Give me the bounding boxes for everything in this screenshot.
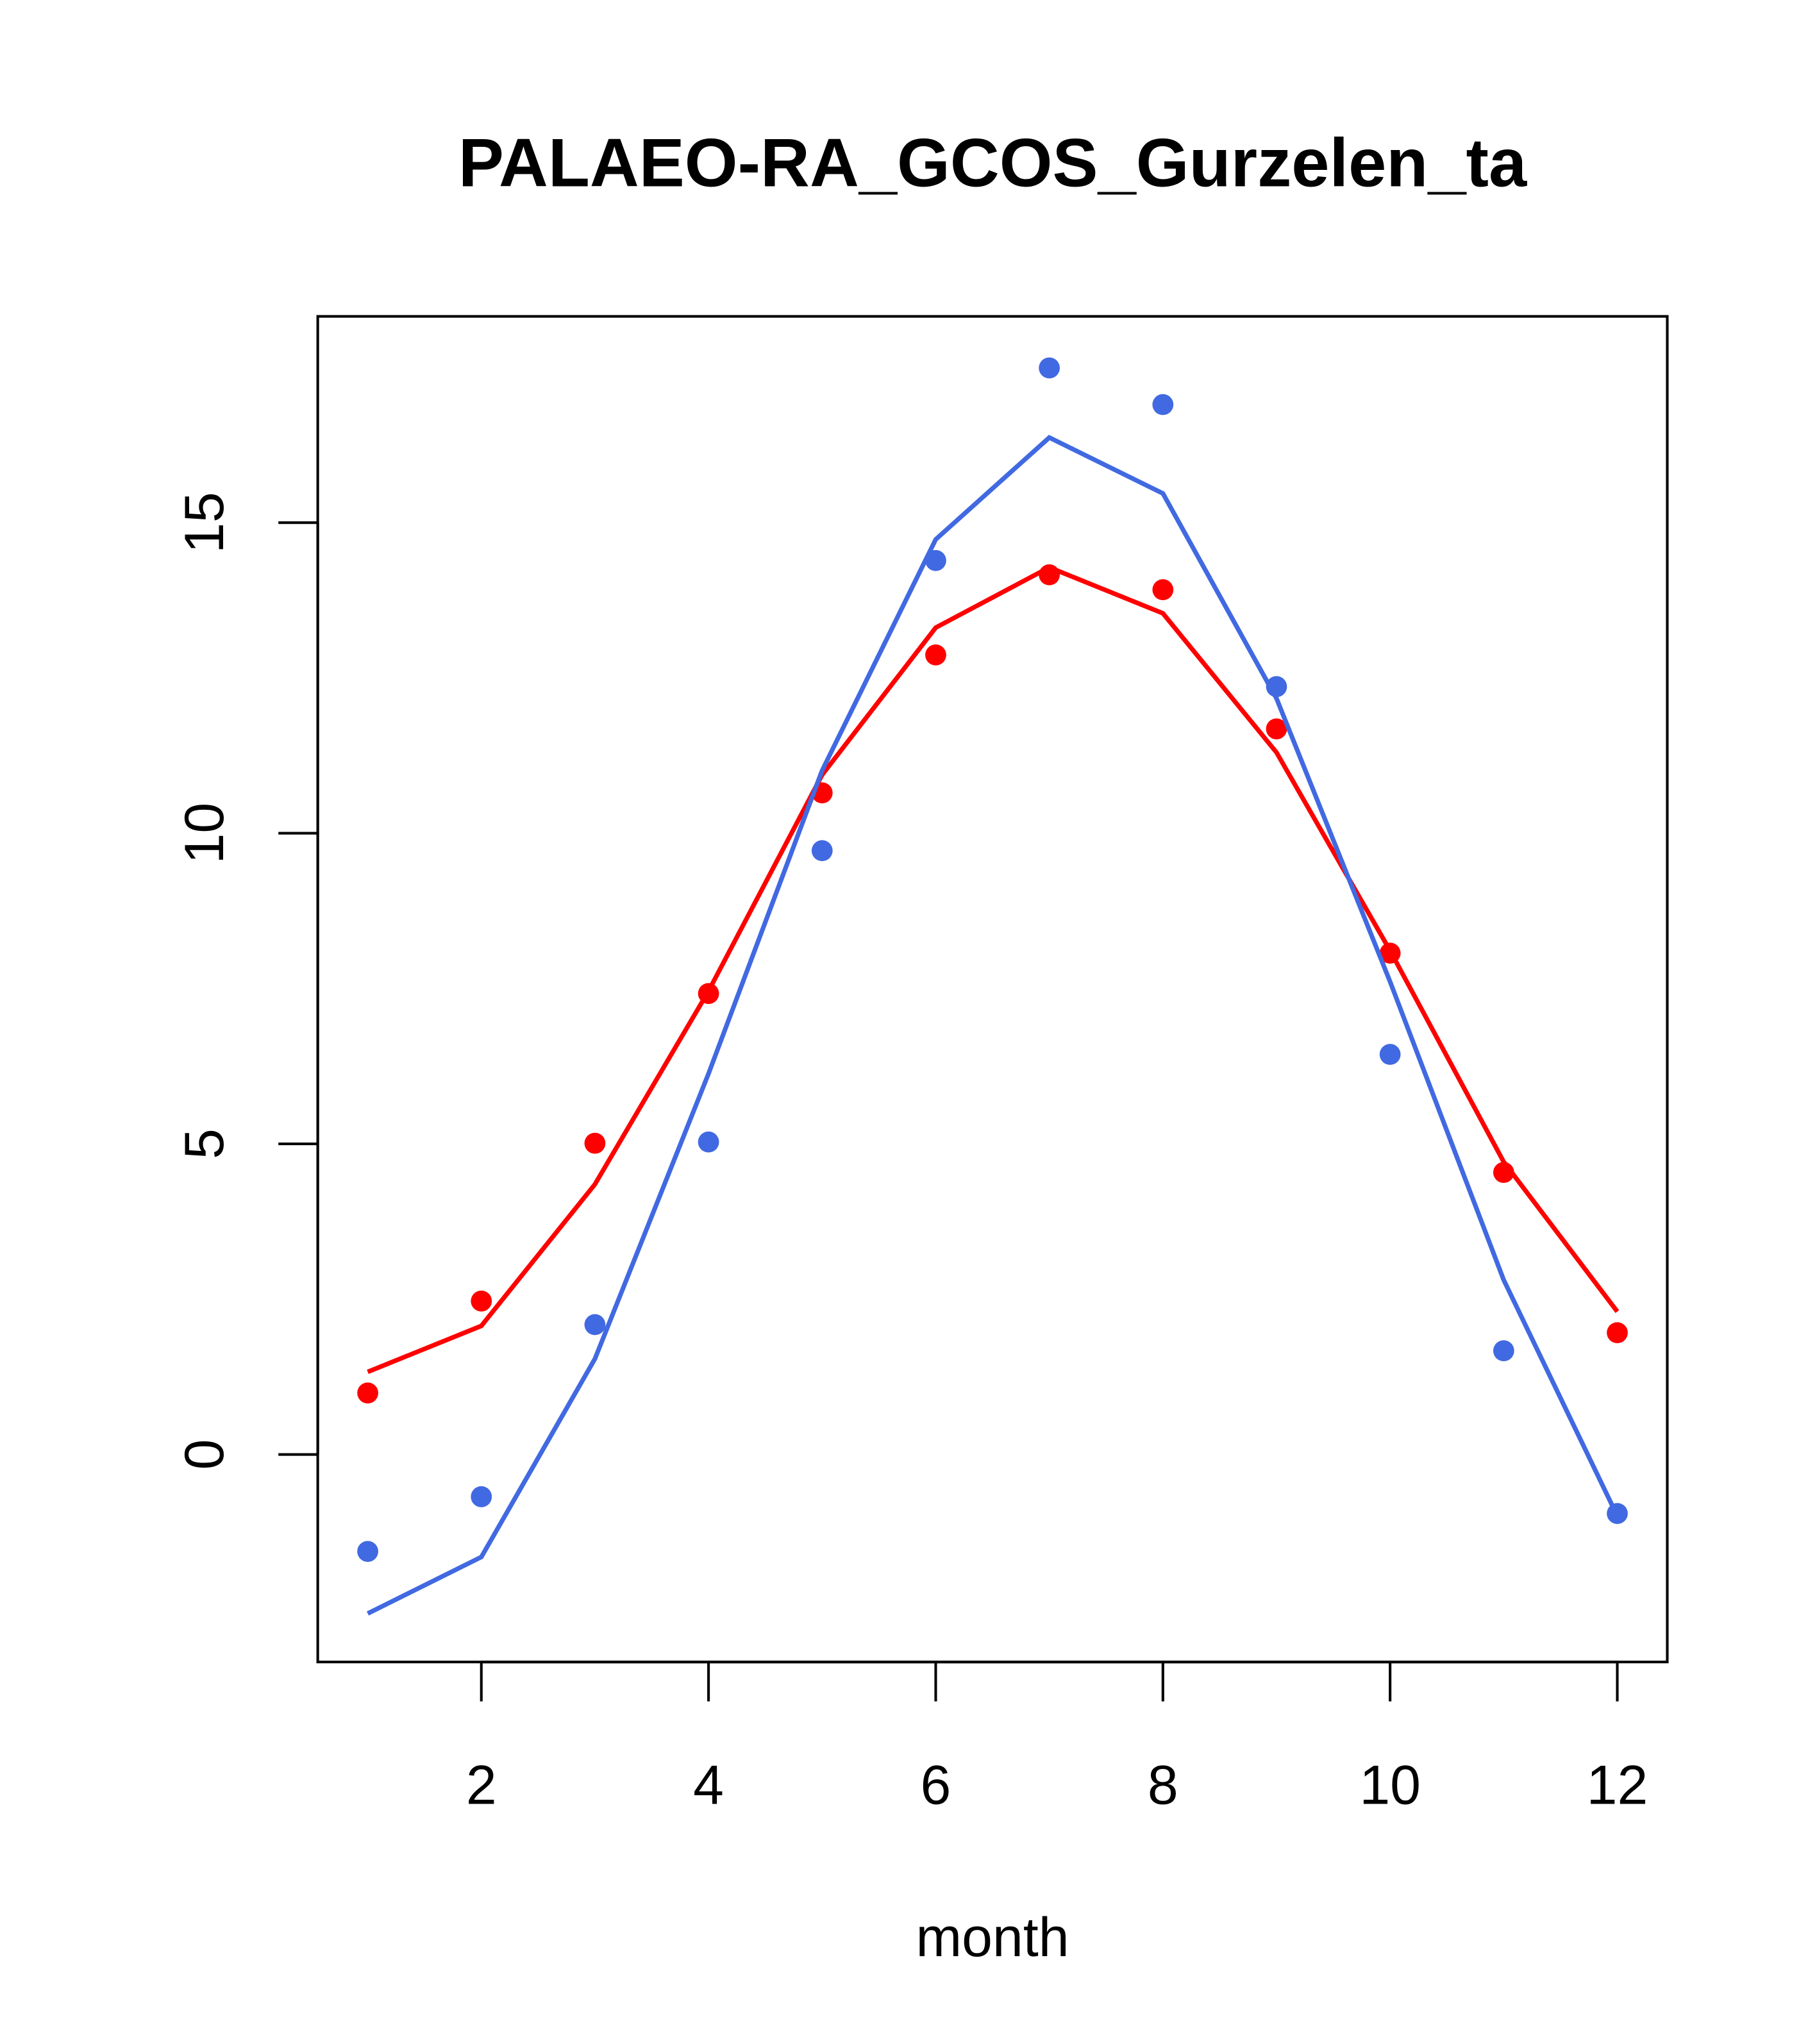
series-line: [366, 435, 1620, 1616]
data-point: [1493, 1340, 1514, 1362]
x-tick-label: 2: [466, 1754, 497, 1816]
y-tick-label: 5: [174, 1128, 235, 1159]
x-tick-label: 4: [693, 1754, 724, 1816]
plot-frame: [316, 315, 1669, 1664]
x-axis: 2 4 6 8 10 12: [466, 1661, 1648, 1816]
data-point: [698, 1131, 719, 1153]
chart-title: PALAEO-RA_GCOS_Gurzelen_ta: [458, 125, 1527, 201]
series-line: [367, 564, 1620, 1374]
data-point: [584, 1132, 606, 1154]
data-point: [357, 1541, 378, 1562]
x-tick-label: 10: [1359, 1754, 1421, 1816]
x-tick-label: 12: [1587, 1754, 1648, 1816]
y-tick-label: 10: [174, 803, 235, 864]
data-point: [925, 644, 946, 666]
y-tick-label: 0: [174, 1439, 235, 1470]
data-point: [1379, 1044, 1401, 1065]
x-tick-label: 6: [921, 1754, 951, 1816]
data-point: [471, 1486, 492, 1507]
data-point: [1152, 579, 1174, 601]
data-point: [811, 840, 833, 862]
data-point: [1607, 1322, 1628, 1344]
data-point: [1152, 394, 1174, 415]
x-tick-label: 8: [1148, 1754, 1178, 1816]
plot-marks: [357, 357, 1628, 1616]
data-point: [1266, 718, 1287, 740]
y-axis: 0 5 10 15: [174, 492, 319, 1470]
y-tick-label: 15: [174, 492, 235, 553]
data-point: [1039, 357, 1060, 379]
data-point: [584, 1314, 606, 1336]
data-point: [471, 1290, 492, 1312]
x-axis-label: month: [916, 1907, 1069, 1968]
data-point: [357, 1382, 378, 1404]
